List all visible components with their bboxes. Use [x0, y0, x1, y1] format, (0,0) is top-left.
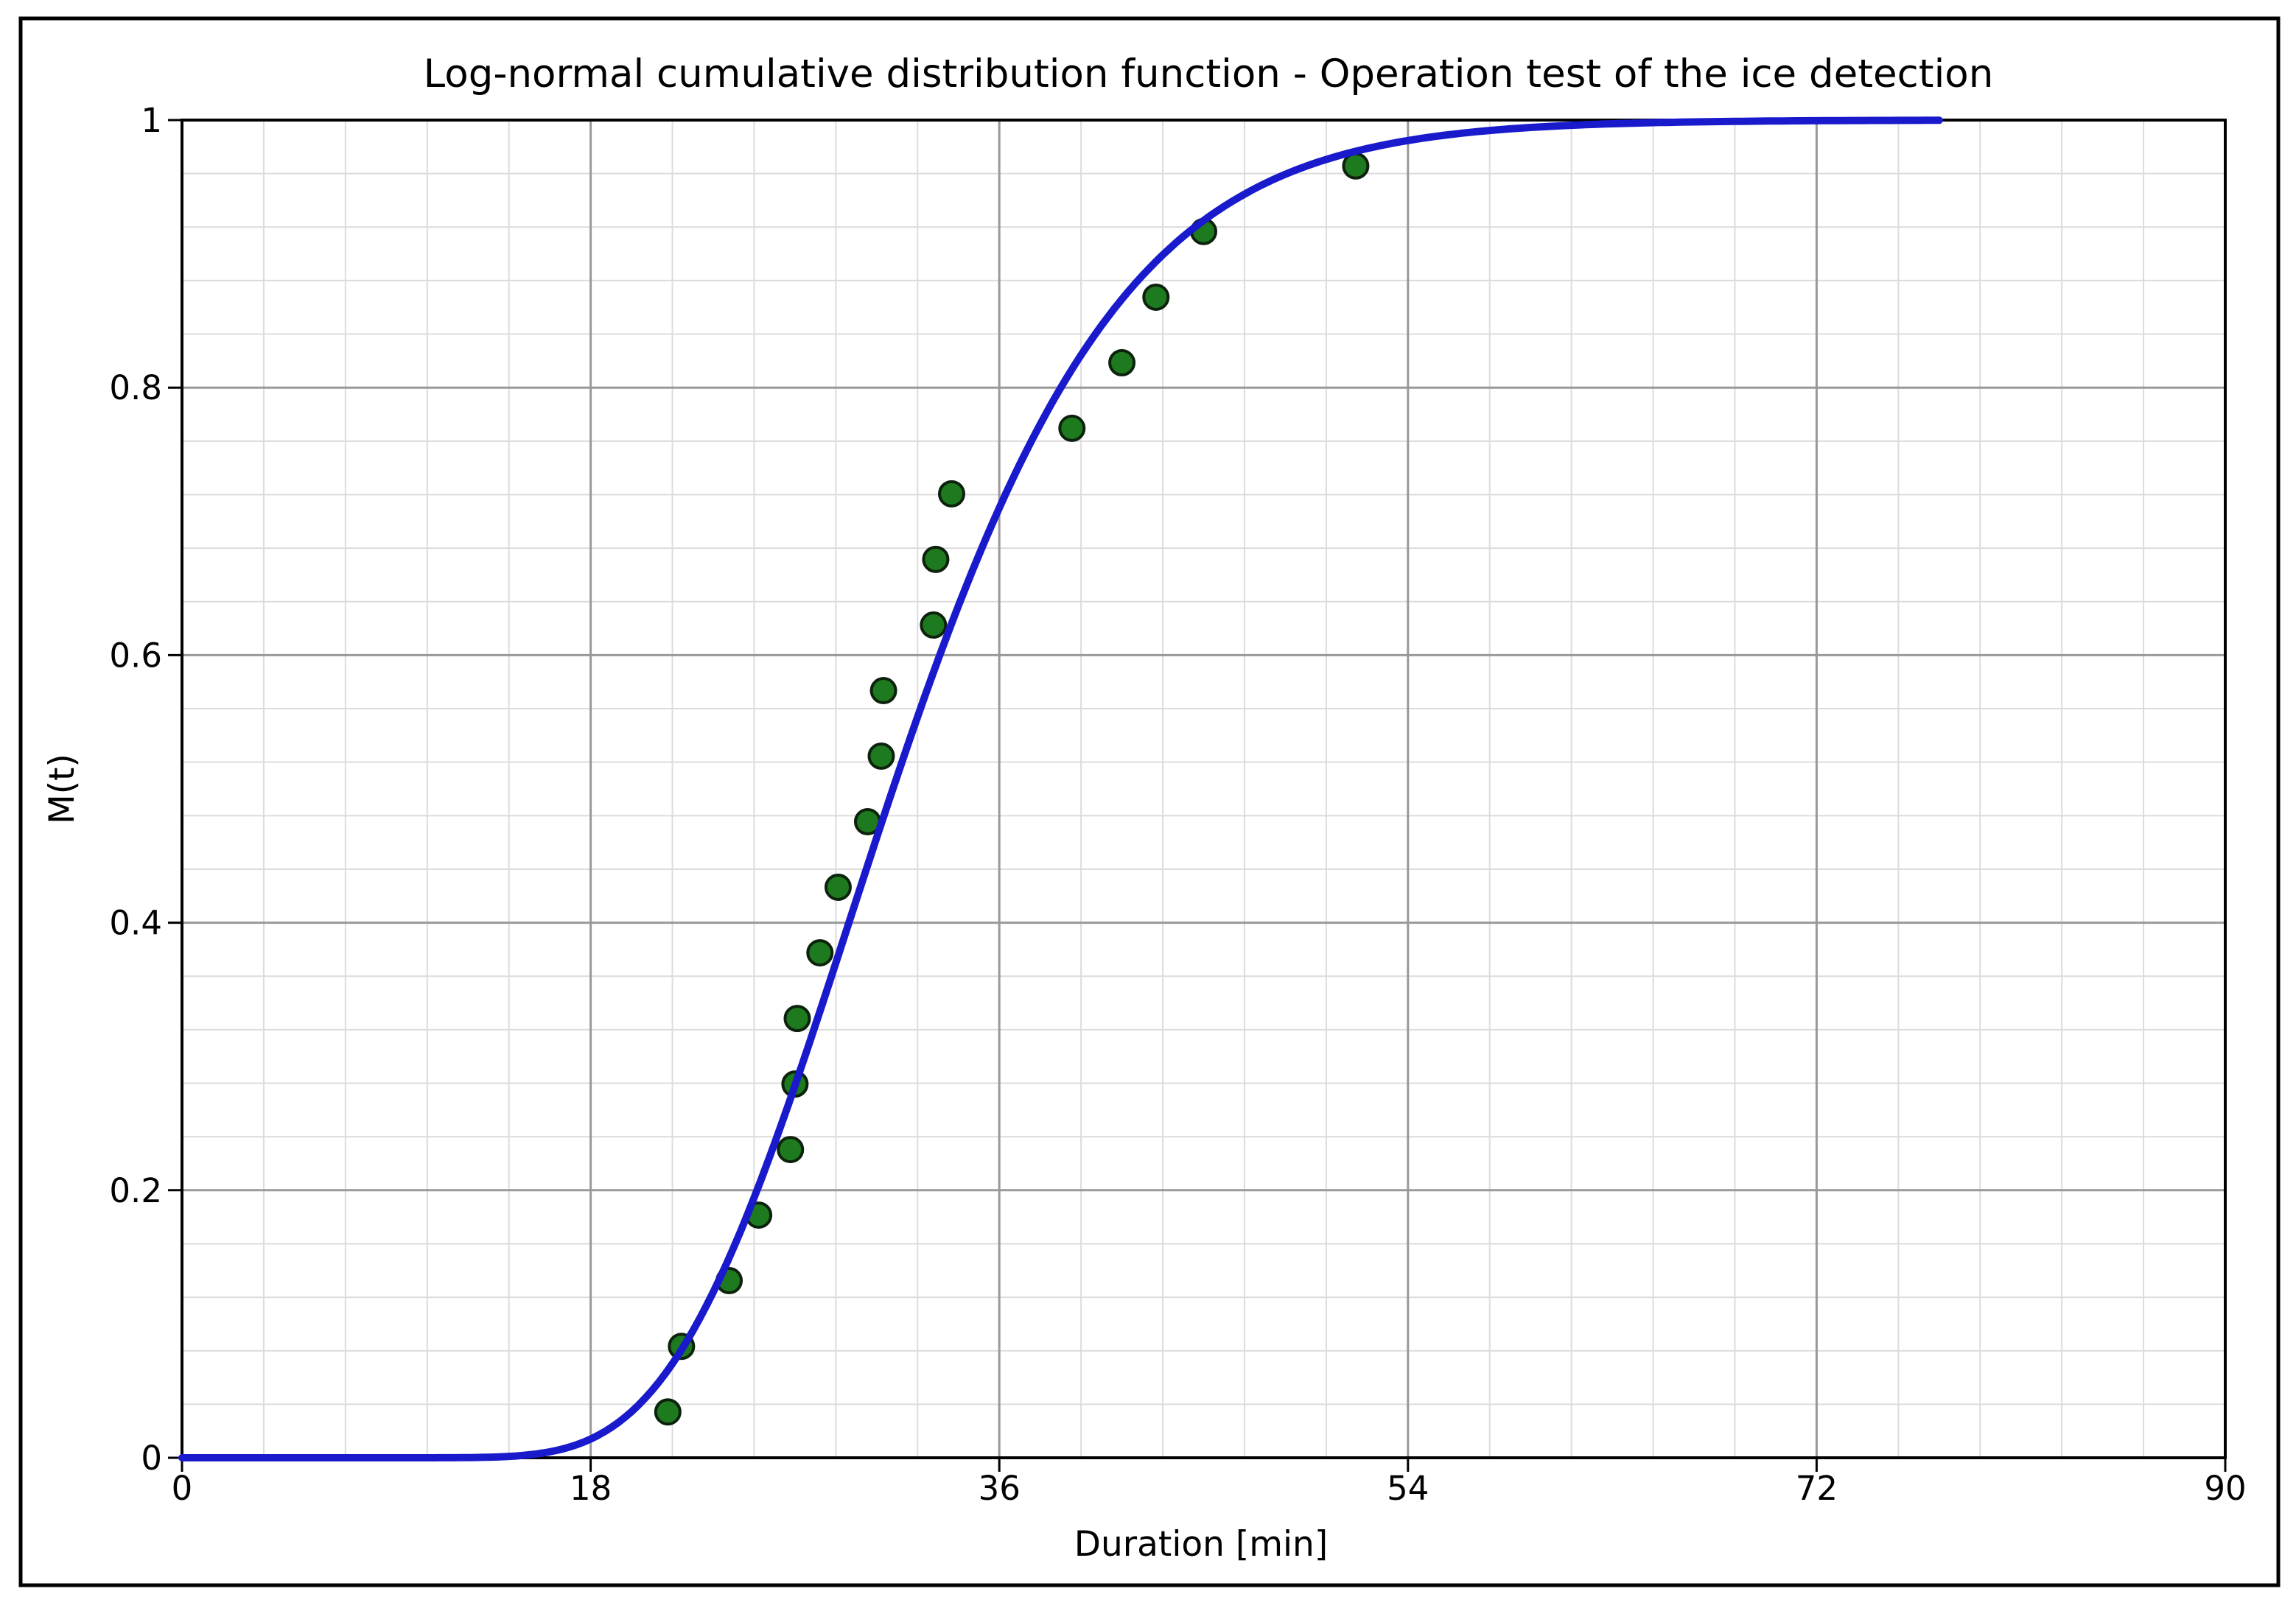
data-point	[867, 743, 895, 771]
x-tick-label: 54	[1387, 1469, 1429, 1508]
fit-curve-path	[178, 116, 1943, 1461]
y-tick-label: 0.4	[109, 904, 162, 943]
y-tick-label: 0.6	[109, 636, 162, 675]
data-point	[654, 1398, 682, 1426]
y-tick-label: 1	[141, 101, 162, 140]
data-point	[1108, 348, 1136, 376]
x-axis-label: Duration [min]	[1074, 1524, 1328, 1565]
data-point	[937, 480, 965, 508]
data-point	[869, 677, 897, 705]
x-tick-label: 90	[2204, 1469, 2246, 1508]
figure-border	[18, 16, 2281, 1587]
data-point	[824, 873, 852, 901]
major-gridlines	[182, 120, 2225, 1458]
x-tick-label: 0	[172, 1469, 193, 1508]
y-tick-label: 0.2	[109, 1171, 162, 1210]
x-tick-label: 72	[1796, 1469, 1838, 1508]
minor-gridlines	[182, 120, 2225, 1458]
axis-tick-labels: 0 18 36 54 72 90 0 0.2 0.4 0.6 0.8 1	[109, 101, 2246, 1508]
data-point	[922, 545, 950, 573]
data-point	[1058, 414, 1086, 442]
x-tick-label: 36	[979, 1469, 1021, 1508]
data-point	[1142, 283, 1170, 311]
data-point	[777, 1136, 805, 1164]
chart-title: Log-normal cumulative distribution funct…	[424, 52, 1994, 96]
plot-border	[181, 119, 2227, 1459]
y-tick-label: 0	[141, 1439, 162, 1478]
x-tick-label: 18	[570, 1469, 612, 1508]
data-point	[783, 1005, 811, 1033]
scatter-points	[654, 152, 1370, 1426]
data-point	[920, 611, 948, 639]
data-point	[806, 938, 834, 966]
fit-curve	[178, 116, 1943, 1461]
y-axis-label: M(t)	[42, 754, 83, 824]
data-point	[1342, 152, 1370, 180]
y-tick-label: 0.8	[109, 368, 162, 407]
